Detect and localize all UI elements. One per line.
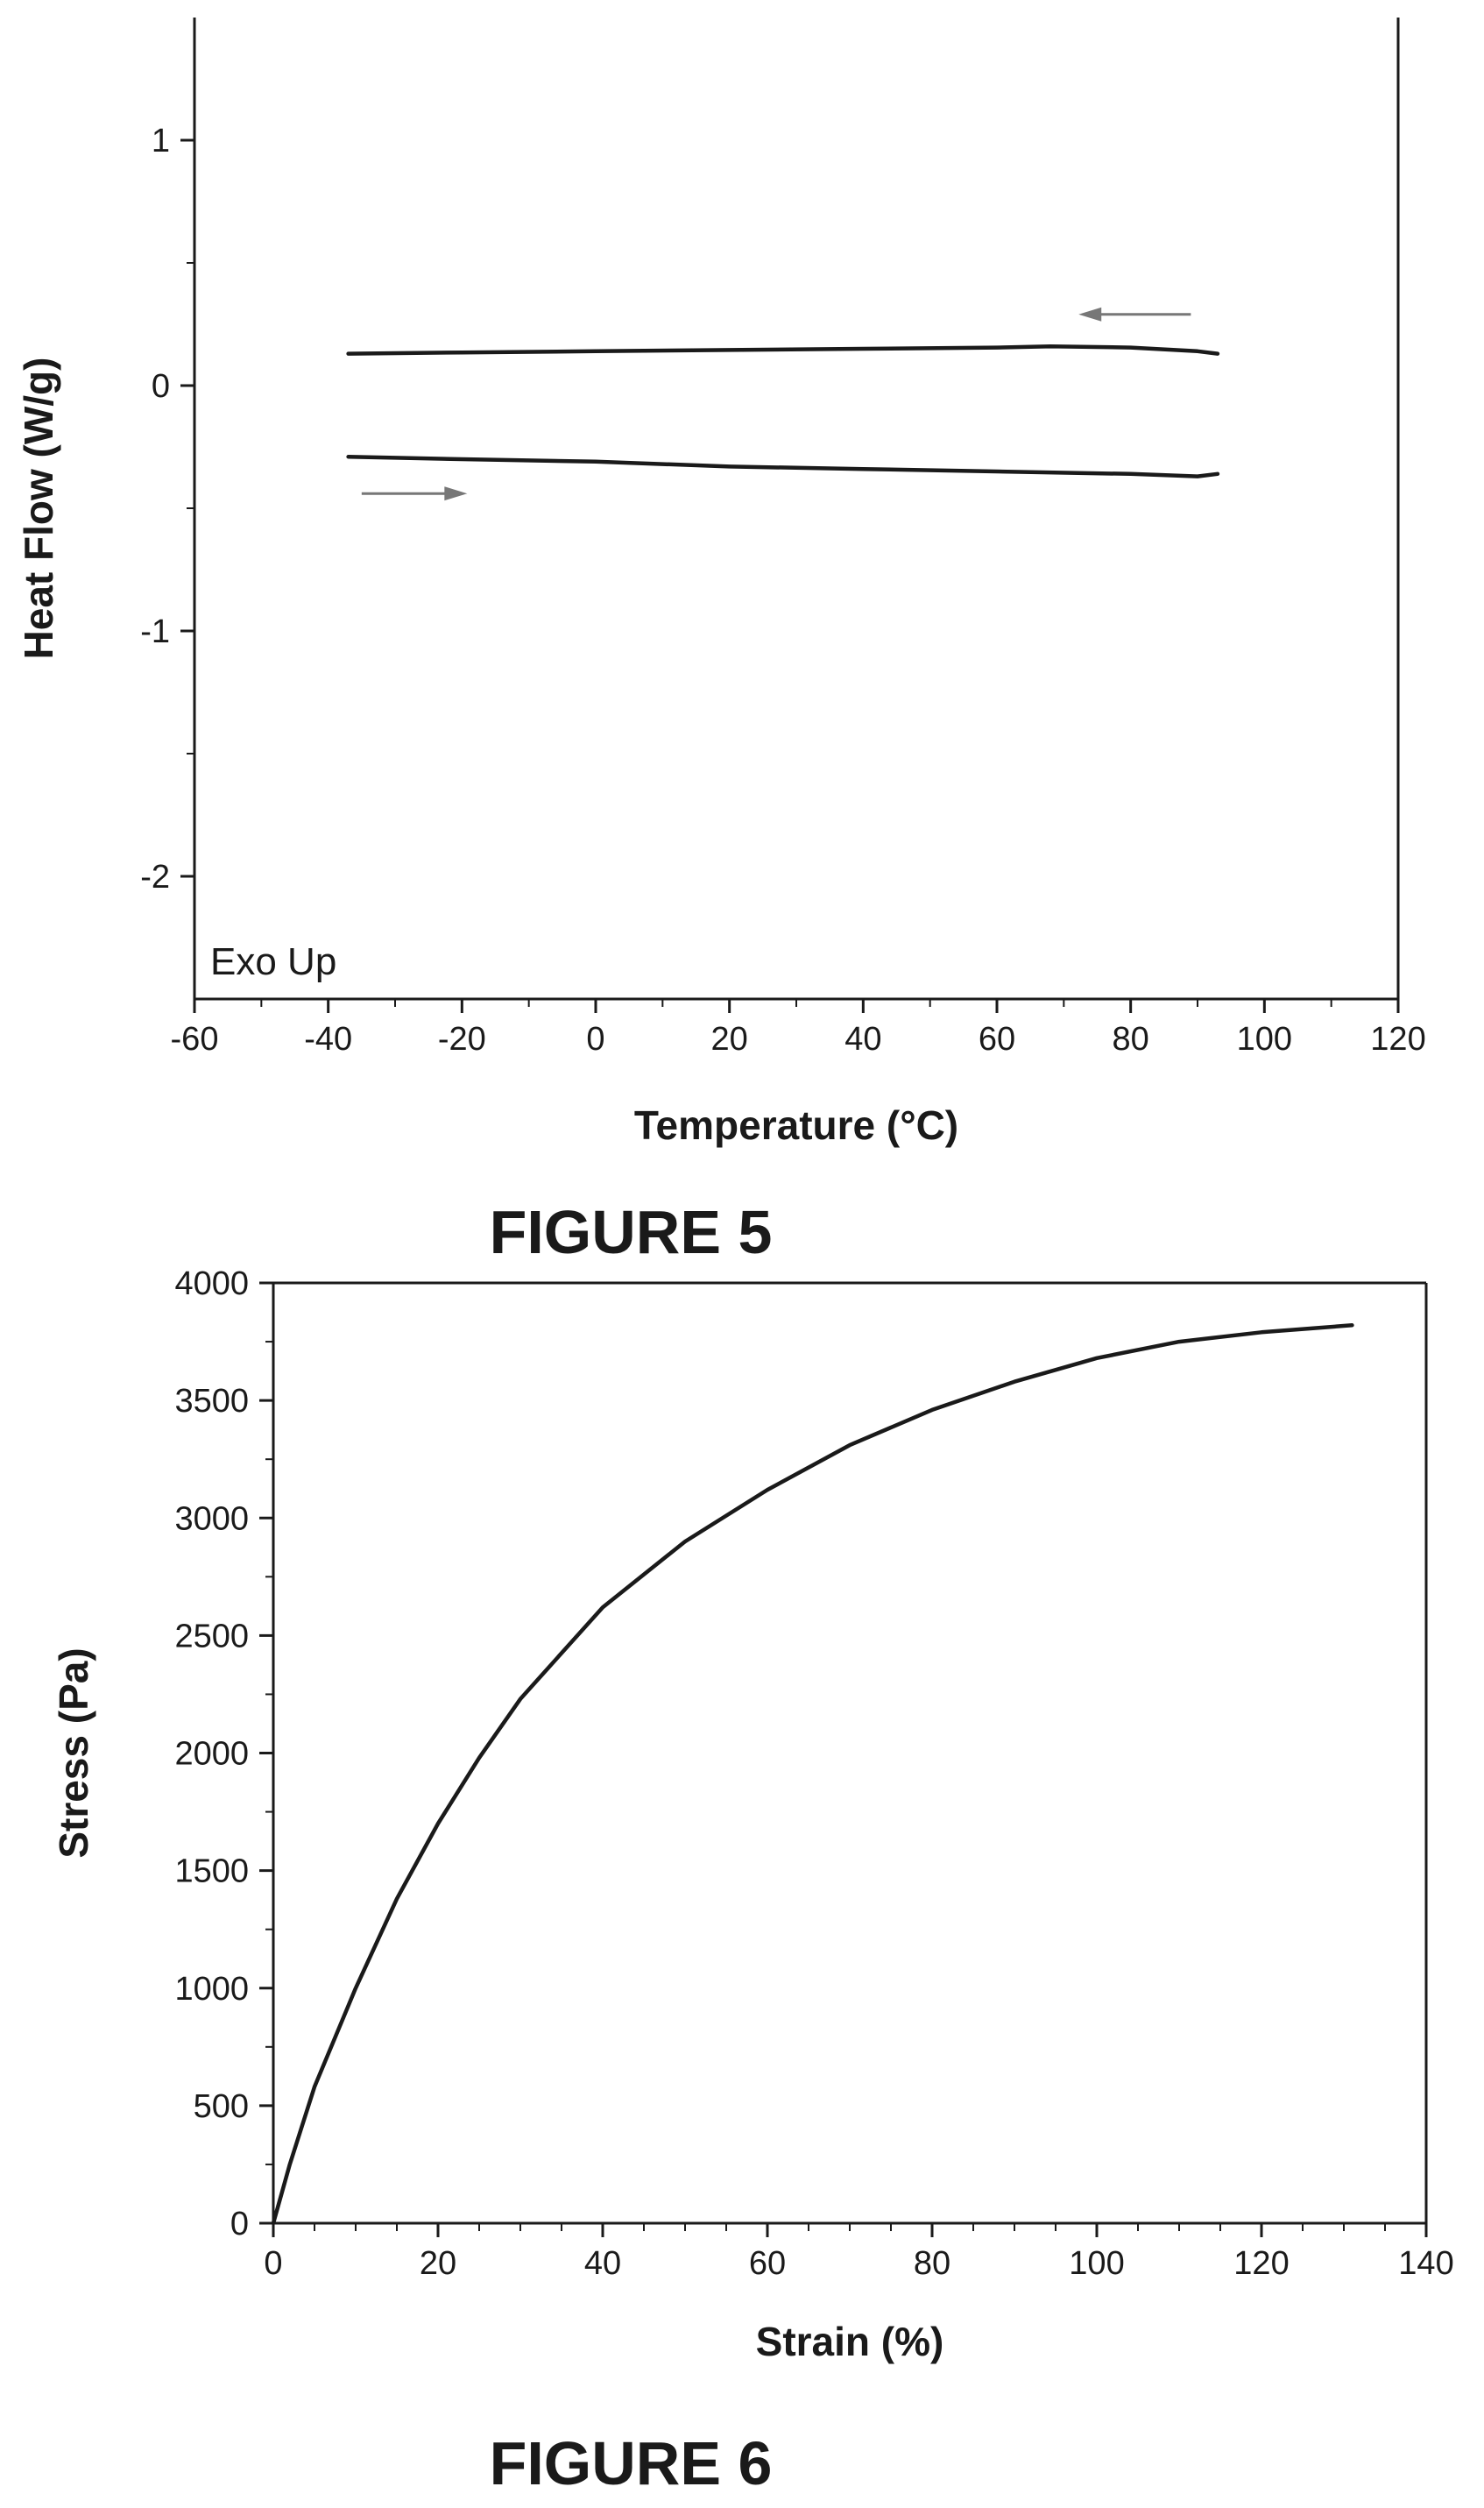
arrow-head [1078, 307, 1102, 322]
fig5-x-axis-title: Temperature (°C) [634, 1102, 958, 1148]
fig5-x-tick-label: 120 [1370, 1021, 1425, 1058]
fig6-y-tick-label: 1000 [174, 1971, 249, 2008]
fig6-x-tick-label: 0 [264, 2245, 282, 2282]
fig6-x-tick-label: 20 [420, 2245, 456, 2282]
stress-strain-chart: 0 20 40 60 80 100 120 140 0 500 1000 1500 2000 2500 30… [51, 1265, 1454, 2364]
fig6-x-tick-label: 80 [914, 2245, 950, 2282]
fig6-y-tick-label: 2500 [174, 1618, 249, 1654]
fig5-x-tick-label: -20 [438, 1021, 486, 1058]
fig6-y-tick-label: 4000 [174, 1265, 249, 1302]
fig6-x-tick-label: 120 [1233, 2245, 1289, 2282]
fig5-x-tick-label: -60 [171, 1021, 219, 1058]
fig6-x-tick-label: 60 [749, 2245, 786, 2282]
fig6-y-axis-title: Stress (Pa) [51, 1647, 96, 1858]
arrow-head [444, 486, 468, 501]
fig6-x-tick-label: 40 [584, 2245, 621, 2282]
heat-flow-chart: -60 -40 -20 0 20 40 60 80 100 120 -2 -1 0 1 Temperatur… [16, 18, 1426, 1148]
fig5-x-tick-label: -40 [304, 1021, 352, 1058]
fig5-left-arrow-icon [1078, 307, 1191, 322]
fig5-y-axis-title: Heat Flow (W/g) [16, 358, 61, 660]
fig6-y-tick-label: 1500 [174, 1853, 249, 1890]
figure-5-caption: FIGURE 5 [490, 1198, 773, 1266]
fig5-y-tick-label: 1 [152, 123, 170, 159]
fig5-series-line-heating [346, 454, 1220, 478]
fig5-exo-up-annotation: Exo Up [210, 940, 336, 983]
figure-5: -60 -40 -20 0 20 40 60 80 100 120 -2 -1 0 1 Temperatur… [16, 18, 1426, 1266]
fig5-x-tick-label: 80 [1113, 1021, 1149, 1058]
fig5-x-tick-label: 20 [711, 1021, 748, 1058]
fig5-x-tick-label: 60 [979, 1021, 1015, 1058]
fig5-x-tick-label: 0 [586, 1021, 604, 1058]
fig6-y-tick-label: 3500 [174, 1383, 249, 1420]
fig6-x-axis-title: Strain (%) [756, 2319, 944, 2364]
fig6-x-tick-label: 100 [1069, 2245, 1124, 2282]
fig6-x-tick-label: 140 [1398, 2245, 1453, 2282]
fig5-y-tick-label: -2 [140, 859, 170, 896]
fig5-y-tick-label: -1 [140, 613, 170, 650]
fig5-right-arrow-icon [361, 486, 468, 501]
fig5-y-tick-label: 0 [152, 368, 170, 405]
figure-6: 0 20 40 60 80 100 120 140 0 500 1000 1500 2000 2500 30… [51, 1265, 1454, 2497]
fig6-y-tick-label: 0 [230, 2206, 249, 2242]
fig5-x-tick-label: 40 [844, 1021, 881, 1058]
figure-6-caption: FIGURE 6 [490, 2429, 773, 2497]
fig5-x-tick-label: 100 [1237, 1021, 1292, 1058]
fig6-y-tick-label: 2000 [174, 1736, 249, 1773]
fig6-series-line-0 [271, 1323, 1354, 2226]
fig5-series-line-cooling [346, 344, 1220, 356]
fig6-y-tick-label: 3000 [174, 1500, 249, 1537]
fig6-y-tick-label: 500 [194, 2088, 249, 2125]
